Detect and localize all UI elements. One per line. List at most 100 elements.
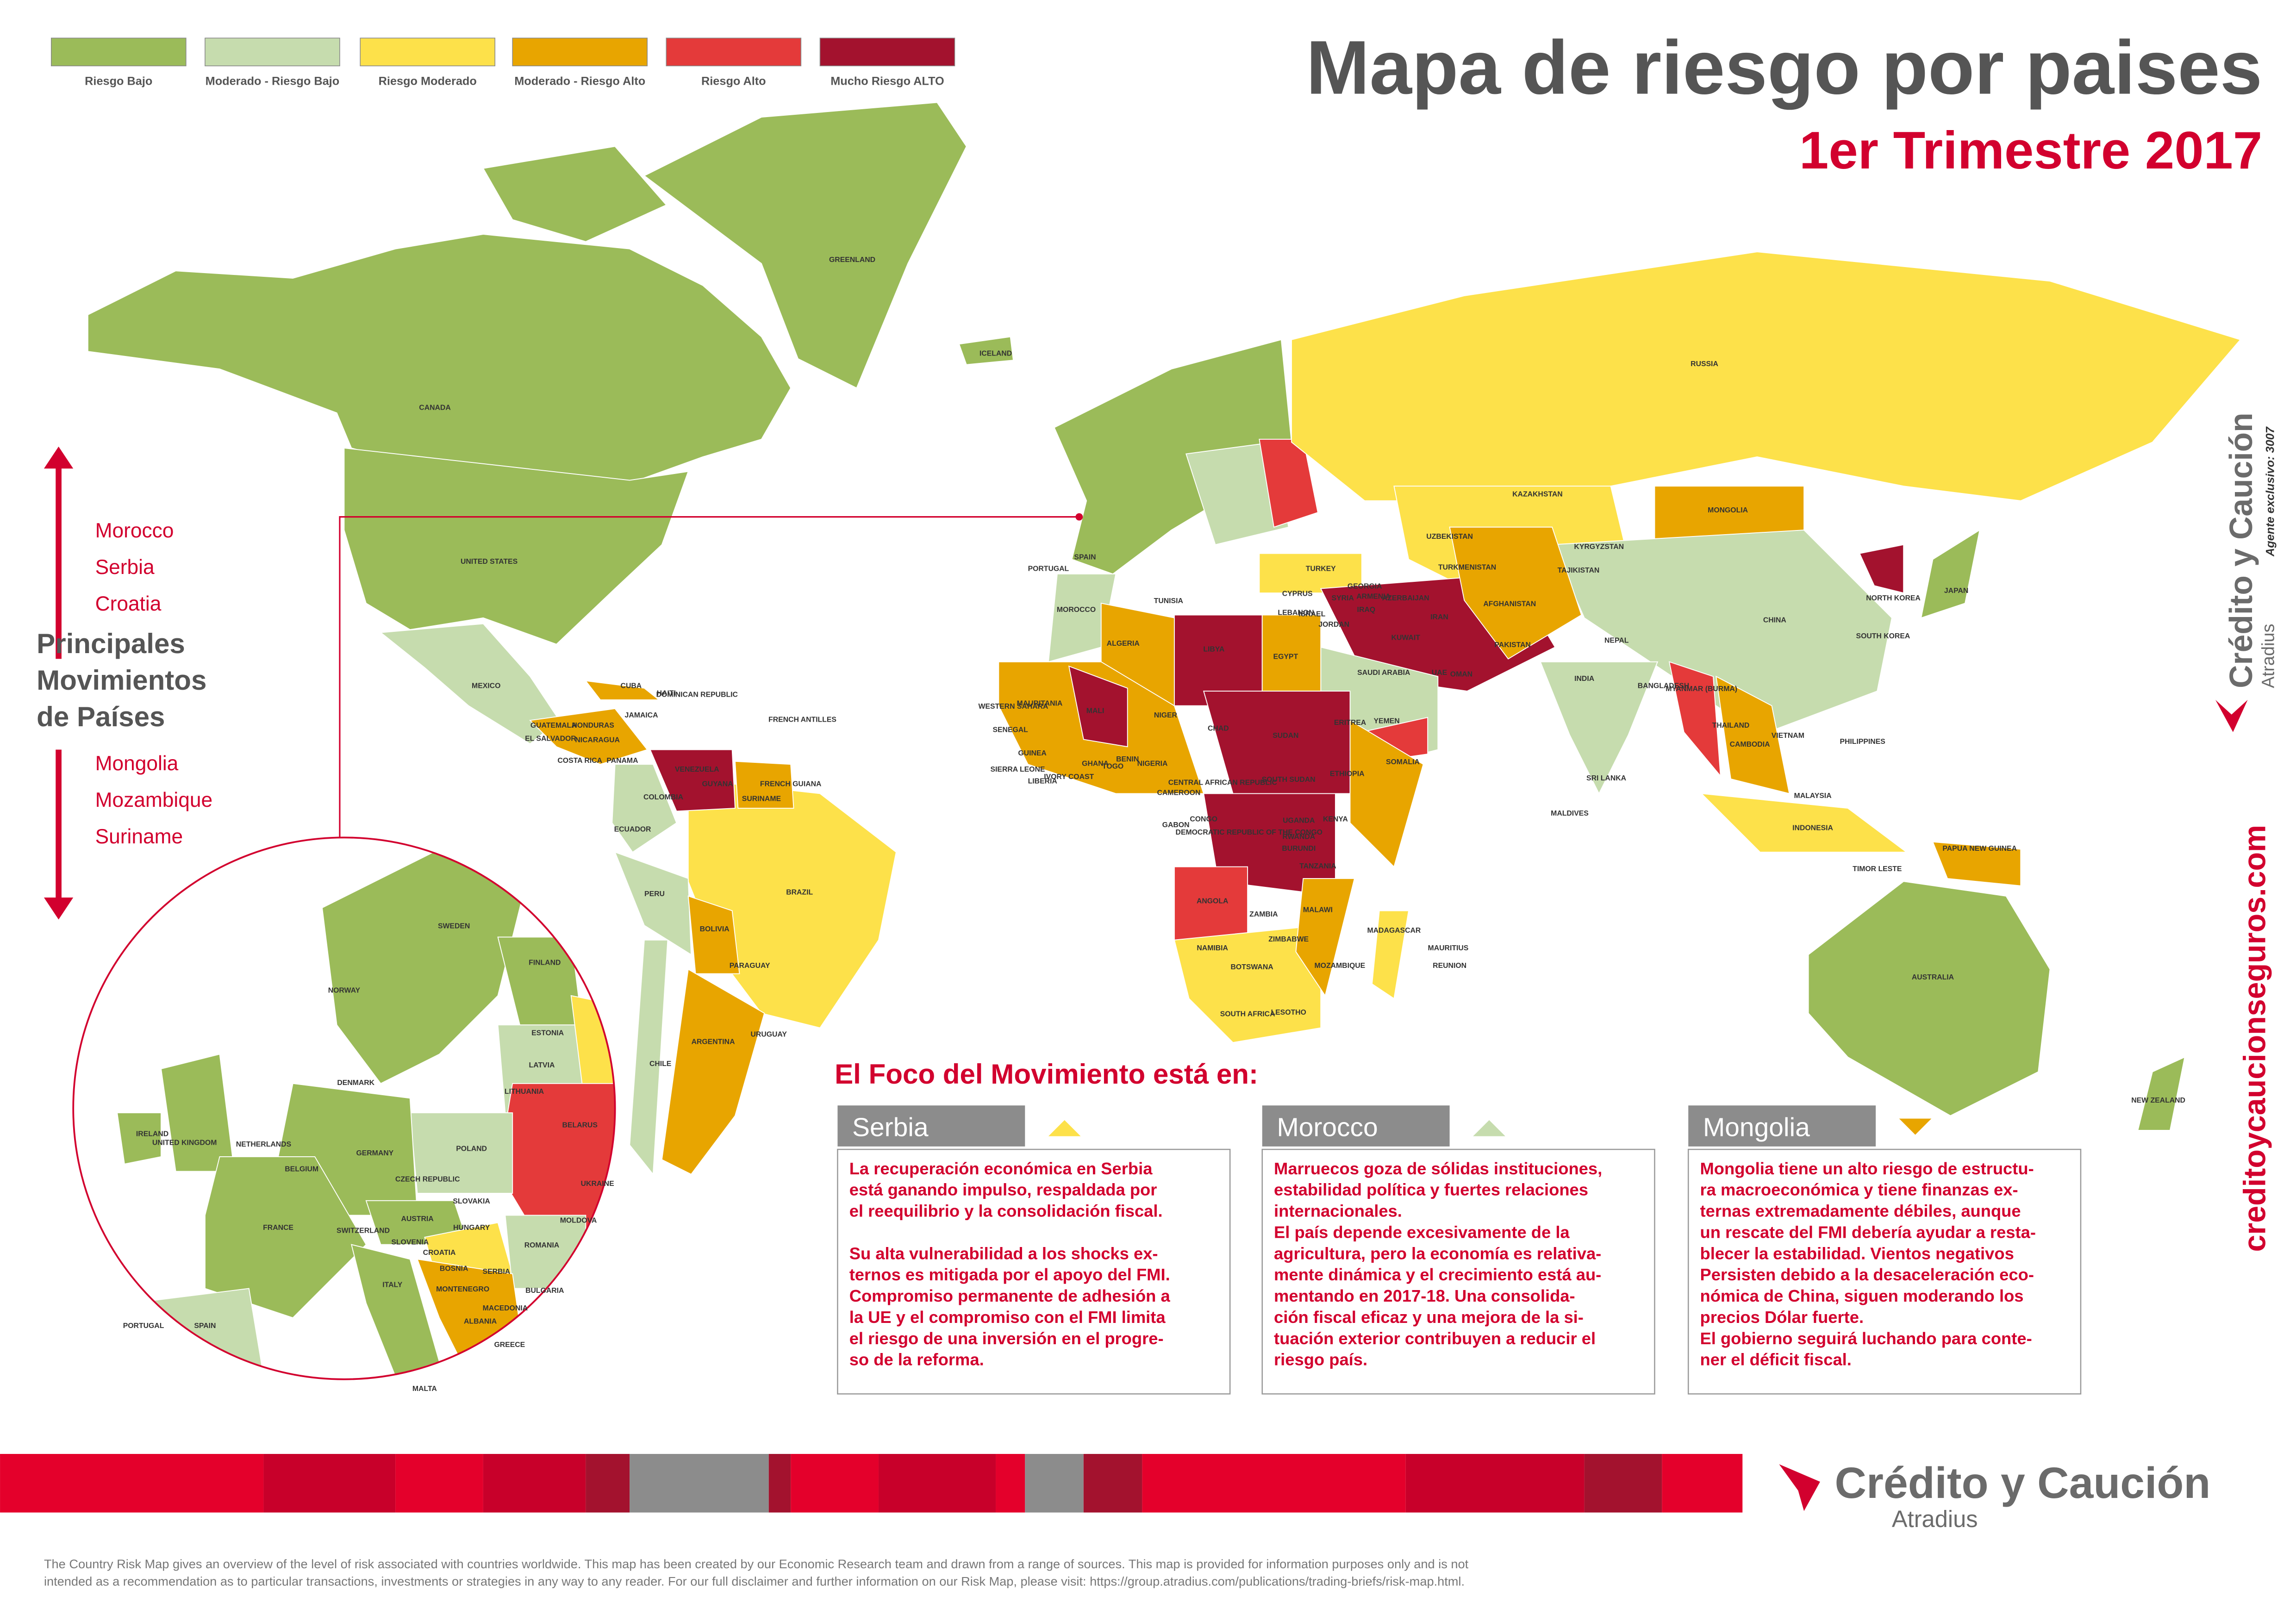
region <box>1920 529 1981 619</box>
legend-label: Riesgo Bajo <box>85 75 152 87</box>
country-label: BOLIVIA <box>700 925 730 933</box>
inset-label: CZECH REPUBLIC <box>395 1176 460 1184</box>
inset <box>73 837 615 1379</box>
country-label: COSTA RICA <box>557 757 602 765</box>
legend-swatch <box>205 37 340 67</box>
card-body <box>837 1148 1231 1395</box>
card-text: el reequilibrio y la consolidación fisca… <box>849 1202 1163 1221</box>
region <box>1859 544 1904 594</box>
movement-up: Croatia <box>95 592 162 615</box>
inset-label: FRANCE <box>263 1224 293 1232</box>
card-text: Marruecos goza de sólidas instituciones, <box>1274 1159 1602 1178</box>
movement-down: Mozambique <box>95 789 212 811</box>
country-label: ZIMBABWE <box>1268 935 1309 943</box>
movement-panel: Morocco Serbia Croatia Principales Movimient… <box>37 446 212 920</box>
stripe-segment <box>1142 1454 1406 1513</box>
legend-swatch <box>50 37 187 67</box>
country-label: MOZAMBIQUE <box>1315 962 1366 970</box>
movement-up: Serbia <box>95 556 155 579</box>
card-text: está ganando impulso, respaldada por <box>849 1180 1157 1199</box>
country-label: GABON <box>1162 821 1190 829</box>
country-label: INDIA <box>1574 675 1594 683</box>
country-label: ECUADOR <box>614 826 651 834</box>
country-label: MALI <box>1086 707 1104 715</box>
card-header <box>1688 1105 1876 1147</box>
website: creditoycaucionseguros.com <box>2238 825 2272 1252</box>
country-label: TAJIKISTAN <box>1558 567 1600 574</box>
card-text: Compromiso permanente de adhesión a <box>849 1286 1171 1305</box>
country-label: SAUDI ARABIA <box>1357 669 1410 677</box>
stripe-segment <box>878 1454 996 1513</box>
brand-name: Crédito y Caución <box>1835 1459 2211 1508</box>
region <box>1371 910 1410 999</box>
brand-group-vertical: Atradius <box>2259 624 2278 688</box>
country-label: ETHIOPIA <box>1330 770 1365 778</box>
country-label: MAURITANIA <box>1017 700 1062 708</box>
country-label: TURKEY <box>1306 565 1336 573</box>
region <box>614 851 692 956</box>
region <box>1068 665 1128 748</box>
country-label: PARAGUAY <box>730 962 770 970</box>
stripe-segment <box>1405 1454 1585 1513</box>
card-text: La recuperación económica en Serbia <box>849 1159 1153 1178</box>
country-label: FRENCH GUIANA <box>760 780 822 788</box>
country-label: TUNISIA <box>1154 597 1183 605</box>
country-label: HONDURAS <box>572 722 614 730</box>
inset-label: ESTONIA <box>531 1029 564 1037</box>
country-labels: GREENLAND ICELAND CANADA UNITED STATES MEXIC… <box>419 256 2185 1104</box>
logo-mark <box>1779 1464 1820 1511</box>
inset-label: BELARUS <box>562 1122 598 1129</box>
card-text: ción fiscal eficaz y una mejora de la si… <box>1274 1308 1584 1327</box>
card-text: ra macroeconómica y tiene finanzas ex- <box>1700 1180 2018 1199</box>
country-label: JORDAN <box>1318 621 1349 629</box>
card-text: El país depende excesivamente de la <box>1274 1222 1570 1241</box>
stripe-segment <box>395 1454 483 1513</box>
country-label: PANAMA <box>606 757 638 765</box>
inset-label: SLOVENIA <box>391 1239 429 1247</box>
card-text: tuación exterior contribuyen a reducir e… <box>1274 1329 1596 1348</box>
stripe-segment <box>768 1454 791 1513</box>
country-label: SOUTH AFRICA <box>1220 1010 1275 1018</box>
country-label: BOTSWANA <box>1231 963 1273 971</box>
country-label: SOUTH SUDAN <box>1262 776 1316 784</box>
legend-label: Mucho Riesgo ALTO <box>830 75 944 87</box>
inset-label: MONTENEGRO <box>436 1285 489 1293</box>
card-text: nómica de China, siguen moderando los <box>1700 1286 2024 1305</box>
country-label: IVORY COAST <box>1044 773 1094 781</box>
card-body <box>1687 1148 2082 1395</box>
legend-label: Riesgo Alto <box>701 75 766 87</box>
card-text: precios Dólar fuerte. <box>1700 1308 1864 1327</box>
country-label: MEXICO <box>472 682 500 690</box>
stripe-segment <box>483 1454 586 1513</box>
country-label: DEMOCRATIC REPUBLIC OF THE CONGO <box>1176 829 1323 836</box>
region <box>1295 878 1355 997</box>
country-label: SURINAME <box>742 795 781 803</box>
card-text: blecer la estabilidad. Vientos negativos <box>1700 1244 2014 1263</box>
stripe <box>0 1454 1743 1513</box>
country-label: BRAZIL <box>786 889 813 897</box>
card-title: Serbia <box>852 1113 929 1142</box>
inset-label: NORWAY <box>328 987 361 995</box>
brand-group: Atradius <box>1892 1506 1978 1532</box>
disclaimer: intended as a recommendation as to parti… <box>44 1574 1465 1589</box>
arrow-head <box>44 898 74 920</box>
country-label: HAITI <box>657 690 676 698</box>
country-label: VIETNAM <box>1772 732 1804 740</box>
region <box>1449 526 1582 660</box>
region <box>1540 661 1659 795</box>
inset-label: ITALY <box>382 1281 402 1289</box>
region <box>1700 793 1908 853</box>
inset-label: IRELAND <box>136 1130 168 1138</box>
country-label: ISRAEL <box>1298 611 1325 618</box>
country-label: NIGER <box>1154 711 1178 719</box>
card-text: agricultura, pero la economía es relativ… <box>1274 1244 1601 1263</box>
connector-dot <box>1075 513 1083 521</box>
country-label: NICARAGUA <box>575 736 620 744</box>
card-text: la UE y el compromiso con el FMI limita <box>849 1308 1166 1327</box>
region <box>1259 439 1319 528</box>
country-label: EGYPT <box>1273 653 1298 661</box>
card-text: ner el déficit fiscal. <box>1700 1350 1852 1369</box>
country-label: ANGOLA <box>1197 898 1228 905</box>
country-label: SIERRA LEONE <box>991 766 1045 773</box>
